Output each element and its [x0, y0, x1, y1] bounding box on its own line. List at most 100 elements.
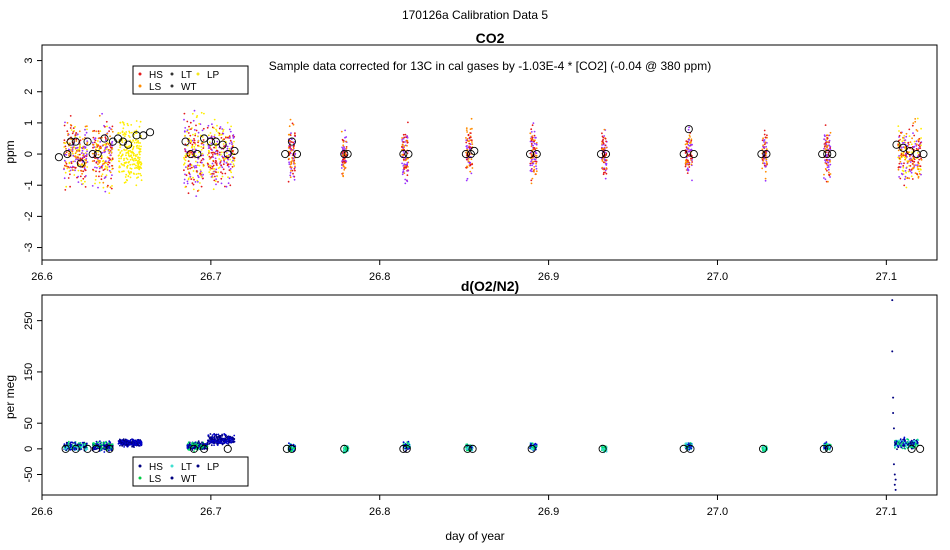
data-point	[227, 146, 229, 148]
data-point	[762, 137, 764, 139]
data-point	[346, 448, 348, 450]
data-point	[689, 136, 691, 138]
data-point	[133, 173, 135, 175]
data-point	[691, 161, 693, 163]
data-point	[73, 146, 75, 148]
data-point	[216, 164, 218, 166]
data-point	[217, 153, 219, 155]
data-point	[69, 173, 71, 175]
data-point	[184, 179, 186, 181]
data-point	[346, 146, 348, 148]
data-point	[92, 153, 94, 155]
data-point	[231, 436, 233, 438]
data-point	[65, 172, 67, 174]
data-point	[220, 171, 222, 173]
data-point	[190, 142, 192, 144]
data-point	[906, 167, 908, 169]
data-point	[71, 129, 73, 131]
data-point	[407, 166, 409, 168]
data-point	[292, 173, 294, 175]
data-point	[233, 134, 235, 136]
data-point	[825, 124, 827, 126]
data-point	[65, 146, 67, 148]
x-tick-label: 26.7	[200, 506, 221, 518]
data-point	[196, 115, 198, 117]
data-point	[111, 449, 113, 451]
data-point	[530, 128, 532, 130]
data-point	[224, 439, 226, 441]
data-point	[688, 155, 690, 157]
data-point	[465, 137, 467, 139]
data-point	[195, 443, 197, 445]
data-point	[212, 442, 214, 444]
data-point	[762, 449, 764, 451]
data-point	[604, 158, 606, 160]
data-point	[198, 132, 200, 134]
data-point	[824, 144, 826, 146]
data-point	[899, 135, 901, 137]
data-point	[898, 169, 900, 171]
data-point	[531, 143, 533, 145]
data-point	[98, 160, 100, 162]
data-point	[229, 159, 231, 161]
data-point	[234, 158, 236, 160]
mean-marker	[282, 150, 289, 157]
data-point	[536, 143, 538, 145]
data-point	[213, 147, 215, 149]
data-point	[530, 170, 532, 172]
legend-marker-wt	[171, 85, 174, 88]
y-tick-label: -50	[23, 467, 35, 483]
data-point	[92, 169, 94, 171]
data-point	[76, 177, 78, 179]
data-point	[192, 449, 194, 451]
data-point	[229, 436, 231, 438]
data-point	[85, 160, 87, 162]
data-point	[603, 448, 605, 450]
data-point	[219, 152, 221, 154]
data-point	[916, 140, 918, 142]
data-point	[291, 150, 293, 152]
data-point	[401, 154, 403, 156]
data-point	[917, 169, 919, 171]
data-point	[469, 171, 471, 173]
data-point	[201, 441, 203, 443]
data-point	[98, 154, 100, 156]
data-point	[202, 153, 204, 155]
data-point	[78, 170, 80, 172]
data-point	[341, 147, 343, 149]
data-point	[189, 168, 191, 170]
data-point	[216, 130, 218, 132]
data-point	[905, 445, 907, 447]
data-point	[202, 147, 204, 149]
data-point	[343, 141, 345, 143]
data-point	[830, 149, 832, 151]
data-point	[912, 125, 914, 127]
data-point	[112, 126, 114, 128]
data-point	[87, 142, 89, 144]
data-point	[221, 183, 223, 185]
data-point	[216, 434, 218, 436]
data-point	[466, 129, 468, 131]
data-point	[826, 154, 828, 156]
data-point	[101, 175, 103, 177]
data-point	[190, 139, 192, 141]
data-point	[200, 171, 202, 173]
data-point	[111, 129, 113, 131]
data-point	[136, 120, 138, 122]
data-point	[533, 158, 535, 160]
data-point	[140, 121, 142, 123]
data-point	[601, 167, 603, 169]
data-point	[229, 135, 231, 137]
data-point	[825, 169, 827, 171]
data-point	[208, 125, 210, 127]
data-point	[75, 140, 77, 142]
data-point	[112, 131, 114, 133]
data-point	[212, 152, 214, 154]
data-point	[93, 443, 95, 445]
data-point	[98, 176, 100, 178]
x-tick-label: 26.8	[369, 271, 390, 283]
data-point	[122, 141, 124, 143]
data-point	[128, 153, 130, 155]
data-point	[233, 435, 235, 437]
outlier-point	[893, 427, 895, 429]
